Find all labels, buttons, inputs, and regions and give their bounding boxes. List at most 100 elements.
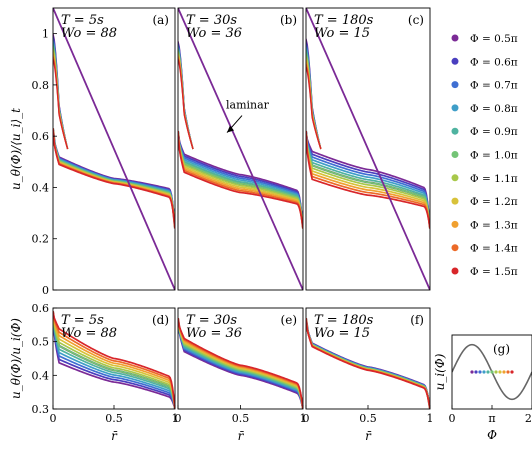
- legend-label: Φ = 0.6π: [470, 56, 518, 68]
- profile-phi-1: [178, 130, 303, 229]
- panel-title-line: T = 5s: [61, 313, 104, 328]
- phase-marker: [498, 370, 502, 374]
- profile-phi-10: [53, 128, 175, 229]
- legend-marker: [451, 127, 459, 135]
- legend-marker: [451, 151, 459, 158]
- wall-peak-phi-10: [306, 66, 322, 150]
- profile-phi-7: [178, 130, 303, 229]
- profile-phi-10: [53, 311, 175, 409]
- legend-marker: [451, 174, 459, 182]
- x-tick-label: 0.5: [232, 412, 250, 425]
- x-tick-label: 0: [449, 412, 456, 425]
- axes-frame: [52, 7, 176, 291]
- panel-title-line: T = 30s: [186, 13, 237, 28]
- panel-letter: (d): [152, 313, 169, 327]
- legend-marker: [451, 34, 459, 42]
- y-axis-label: u_θ(Φ)/u_i(Φ): [9, 318, 23, 399]
- profile-phi-6: [53, 311, 175, 409]
- profile-phi-1: [53, 311, 175, 409]
- panel-title-line: T = 180s: [314, 13, 374, 28]
- legend-marker: [451, 220, 459, 228]
- profile-phi-3: [178, 318, 303, 409]
- wall-peak-phi-10: [178, 59, 194, 150]
- phase-marker: [506, 370, 510, 374]
- profile-phi-7: [306, 130, 430, 229]
- profile-phi-7: [53, 311, 175, 409]
- profile-phi-2: [306, 130, 430, 229]
- profile-phi-10: [178, 317, 303, 409]
- annotation-laminar: laminar: [226, 99, 270, 112]
- phase-marker: [494, 370, 498, 374]
- profile-phi-8: [306, 130, 430, 229]
- laminar-line: [178, 8, 303, 290]
- legend-label: Φ = 1.1π: [470, 173, 518, 185]
- profile-phi-5: [178, 318, 303, 409]
- axes-frame: [177, 7, 304, 291]
- y-tick-label: 0.3: [32, 403, 50, 416]
- profile-phi-10: [306, 130, 430, 229]
- plot-area: [306, 8, 430, 290]
- profile-phi-7: [178, 317, 303, 409]
- y-axis-label: u_i(Φ): [433, 353, 447, 390]
- x-axis-label: r̄: [238, 429, 245, 443]
- legend-label: Φ = 1.2π: [470, 196, 518, 208]
- plot-area: [306, 317, 430, 409]
- panel-title-line: T = 5s: [61, 13, 104, 28]
- profile-phi-5: [178, 130, 303, 229]
- panel-letter: (e): [281, 313, 297, 327]
- profile-phi-2: [178, 130, 303, 229]
- x-tick-label: 0.5: [359, 412, 377, 425]
- y-tick-label: 0: [42, 284, 49, 297]
- profile-phi-8: [178, 317, 303, 409]
- x-tick-label: 1: [427, 412, 434, 425]
- x-tick-label: 1: [172, 412, 179, 425]
- profile-phi-0: [53, 311, 175, 409]
- panel-letter: (g): [493, 342, 510, 356]
- panel-g: 0 π 2π (g) u_i(Φ) Φ: [433, 334, 532, 442]
- profile-phi-1: [53, 128, 175, 229]
- laminar-line: [306, 8, 430, 290]
- panel-title-line: T = 180s: [314, 313, 374, 328]
- profile-phi-1: [178, 318, 303, 409]
- y-axis-label: u_θ(Φ)/⟨u_i⟩_t: [9, 108, 23, 190]
- profile-phi-2: [178, 318, 303, 409]
- y-tick-label: 0.6: [32, 130, 50, 143]
- phase-marker: [510, 370, 514, 374]
- y-tick-label: 0.2: [32, 233, 50, 246]
- profile-phi-8: [178, 130, 303, 229]
- x-tick-label: 0: [50, 412, 57, 425]
- legend-label: Φ = 1.4π: [470, 243, 518, 255]
- axes-frame: [305, 7, 431, 291]
- y-tick-label: 0.4: [32, 369, 50, 382]
- profile-phi-4: [53, 311, 175, 409]
- plot-area: [178, 8, 303, 290]
- panel-title-line: Wo = 36: [186, 326, 242, 341]
- y-tick-label: 0.5: [32, 336, 50, 349]
- profile-phi-4: [306, 130, 430, 229]
- panel-title-line: Wo = 88: [61, 326, 117, 341]
- plot-area: [178, 317, 303, 409]
- panel-letter: (a): [152, 13, 169, 27]
- x-tick-label: 0.5: [105, 412, 123, 425]
- profile-phi-6: [178, 317, 303, 409]
- x-tick-label: 1: [300, 412, 307, 425]
- legend-label: Φ = 0.9π: [470, 126, 518, 138]
- profile-phi-9: [306, 130, 430, 229]
- profile-phi-5: [306, 130, 430, 229]
- x-tick-label: 2π: [525, 412, 532, 425]
- x-axis-label: r̄: [111, 429, 118, 443]
- profile-phi-3: [178, 130, 303, 229]
- profile-phi-3: [53, 311, 175, 409]
- panel-title-line: Wo = 88: [61, 26, 117, 41]
- legend-label: Φ = 0.8π: [470, 103, 518, 115]
- profile-phi-6: [306, 130, 430, 229]
- profile-phi-1: [306, 130, 430, 229]
- phase-marker: [478, 370, 482, 374]
- profile-phi-10: [306, 318, 430, 409]
- phase-marker: [486, 370, 490, 374]
